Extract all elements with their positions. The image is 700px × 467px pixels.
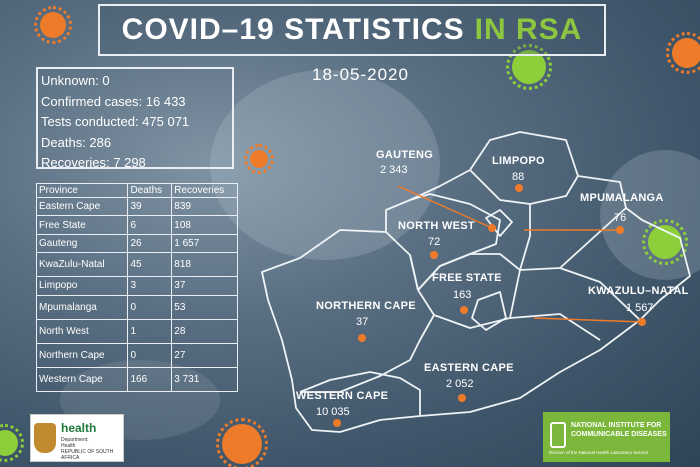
- border-kwazulu-natal: [559, 267, 641, 321]
- virus-icon: [666, 32, 700, 74]
- value-free-state: 163: [453, 289, 472, 301]
- value-north-west: 72: [428, 236, 441, 248]
- value-mpumalanga: 76: [614, 212, 627, 224]
- nicd-name-line: NATIONAL INSTITUTE FOR: [571, 422, 662, 429]
- cell-province: Gauteng: [35, 233, 129, 254]
- title-accent: IN RSA: [474, 13, 583, 46]
- border-north-west: [409, 193, 501, 291]
- border-eastern-cape: [433, 313, 601, 341]
- cell-deaths: 26: [127, 233, 173, 254]
- border-western-cape: [299, 371, 421, 416]
- cell-province: Mpumalanga: [35, 294, 129, 320]
- nicd-mark-icon: [550, 422, 566, 448]
- health-subtitle: Department: Health REPUBLIC OF SOUTH AFR…: [61, 437, 123, 461]
- label-western-cape: WESTERN CAPE: [296, 390, 389, 402]
- cell-province: Western Cape: [35, 366, 129, 392]
- border-mpumalanga: [519, 204, 627, 271]
- label-limpopo: LIMPOPO: [492, 155, 545, 167]
- virus-icon: [216, 418, 268, 467]
- value-kwazulu-natal: 1 567: [626, 302, 654, 314]
- cell-recoveries: 27: [171, 342, 238, 368]
- report-date: 18-05-2020: [312, 65, 409, 84]
- summary-box: Unknown: 0 Confirmed cases: 16 433 Tests…: [36, 67, 234, 170]
- marker-north-west: [430, 251, 438, 259]
- connector-gauteng: [397, 185, 493, 229]
- table-row: Northern Cape 0 27: [35, 342, 238, 368]
- table-row: KwaZulu-Natal 45 818: [35, 252, 238, 278]
- virus-icon: [0, 424, 24, 462]
- health-sub-line: Department:: [61, 437, 89, 443]
- title-banner: COVID–19 STATISTICS IN RSA: [98, 4, 606, 56]
- table-header-row: Province Deaths Recoveries: [35, 183, 238, 198]
- value-eastern-cape: 2 052: [446, 378, 474, 390]
- value-limpopo: 88: [512, 171, 525, 183]
- marker-western-cape: [333, 419, 341, 427]
- table-row: Limpopo 3 37: [35, 276, 238, 296]
- label-north-west: NORTH WEST: [398, 220, 475, 232]
- table-row: Free State 6 108: [35, 215, 238, 235]
- nicd-logo: NATIONAL INSTITUTE FOR COMMUNICABLE DISE…: [543, 412, 670, 462]
- cell-province: Limpopo: [35, 276, 129, 296]
- title-main: COVID–19 STATISTICS: [121, 13, 465, 46]
- cell-province: Northern Cape: [35, 342, 129, 368]
- nicd-subtitle: Division of the National Health Laborato…: [549, 450, 649, 455]
- summary-tests-conducted: Tests conducted: 475 071: [41, 114, 190, 129]
- connector-kwazulu-natal: [533, 317, 643, 323]
- cell-recoveries: 1 657: [171, 233, 238, 254]
- label-mpumalanga: MPUMALANGA: [580, 192, 664, 204]
- coat-of-arms-icon: [34, 423, 56, 453]
- cell-recoveries: 3 731: [171, 366, 238, 392]
- health-department-logo: health Department: Health REPUBLIC OF SO…: [30, 414, 124, 462]
- cell-recoveries: 37: [171, 276, 238, 296]
- virus-icon: [34, 6, 72, 44]
- nicd-name-line: COMMUNICABLE DISEASES: [571, 431, 667, 438]
- marker-free-state: [460, 306, 468, 314]
- border-lesotho: [471, 291, 507, 331]
- value-gauteng: 2 343: [380, 164, 408, 176]
- summary-unknown: Unknown: 0: [41, 73, 110, 88]
- marker-northern-cape: [358, 334, 366, 342]
- marker-mpumalanga: [616, 226, 624, 234]
- value-western-cape: 10 035: [316, 406, 350, 418]
- cell-recoveries: 28: [171, 318, 238, 344]
- label-eastern-cape: EASTERN CAPE: [424, 362, 514, 374]
- label-kwazulu-natal: KWAZULU–NATAL: [588, 285, 689, 297]
- marker-limpopo: [515, 184, 523, 192]
- nicd-name: NATIONAL INSTITUTE FOR COMMUNICABLE DISE…: [571, 421, 667, 439]
- label-free-state: FREE STATE: [432, 272, 502, 284]
- summary-deaths: Deaths: 286: [41, 134, 112, 150]
- summary-recoveries: Recoveries: 7 298: [41, 155, 146, 170]
- health-wordmark: health: [61, 421, 97, 435]
- label-gauteng: GAUTENG: [376, 149, 434, 161]
- summary-confirmed-cases: Confirmed cases: 16 433: [41, 93, 186, 109]
- marker-gauteng: [488, 224, 496, 232]
- marker-eastern-cape: [458, 394, 466, 402]
- marker-kwazulu-natal: [638, 318, 646, 326]
- health-sub-line: Health: [61, 443, 76, 449]
- value-northern-cape: 37: [356, 316, 369, 328]
- label-northern-cape: NORTHERN CAPE: [316, 300, 416, 312]
- table-row: Western Cape 166 3 731: [35, 366, 238, 392]
- virus-icon: [642, 219, 688, 265]
- border-northern-cape: [300, 231, 435, 393]
- cell-province: North West: [35, 318, 129, 344]
- province-table: Province Deaths Recoveries Eastern Cape 3…: [35, 183, 238, 392]
- table-row: Gauteng 26 1 657: [35, 233, 238, 254]
- health-sub-line: REPUBLIC OF SOUTH AFRICA: [61, 449, 114, 461]
- virus-icon: [244, 144, 274, 174]
